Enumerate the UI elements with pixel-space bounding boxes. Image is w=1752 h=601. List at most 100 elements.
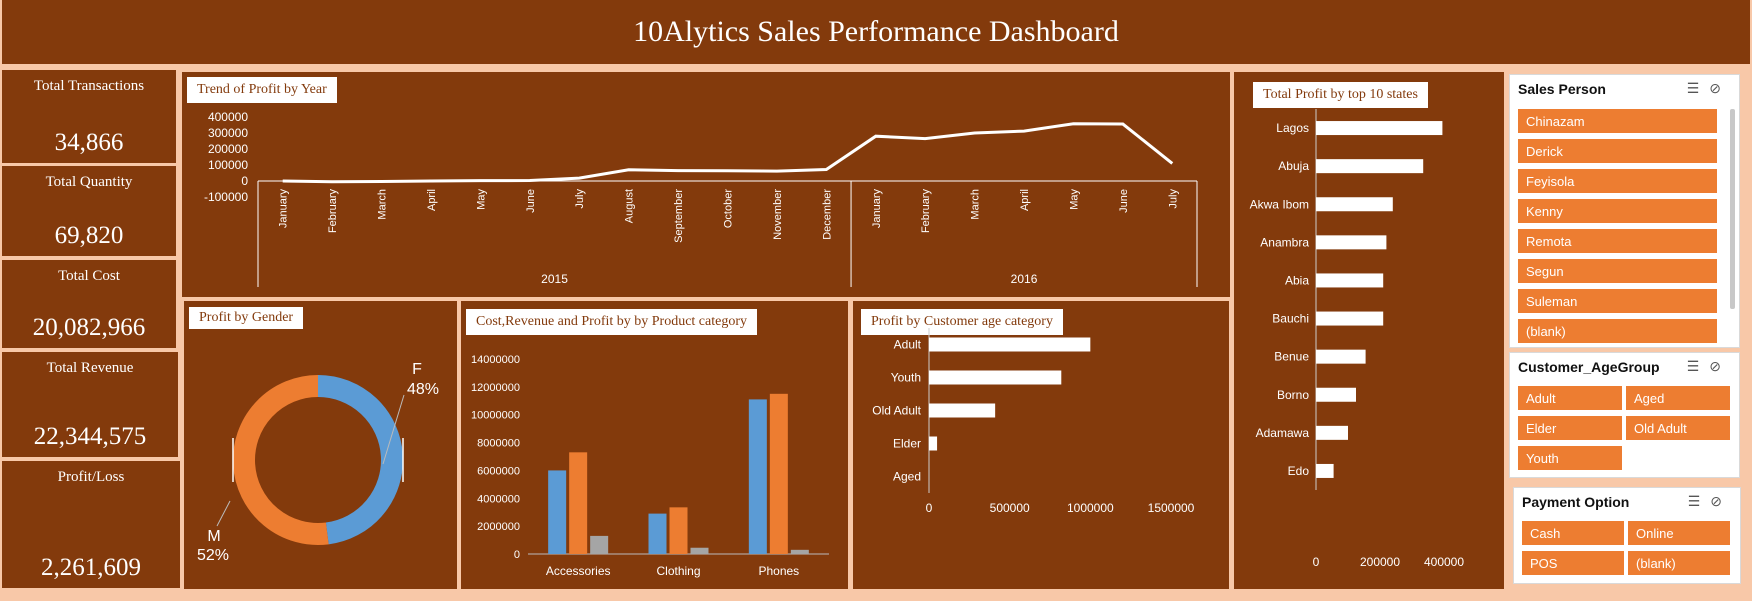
bar: [548, 470, 567, 554]
y-tick-label: Edo: [1288, 464, 1310, 478]
bar: [1316, 197, 1393, 212]
x-tick-label: July: [574, 189, 586, 209]
y-tick-label: 200000: [208, 142, 248, 156]
x-tick-label: November: [772, 189, 784, 240]
bar: [929, 403, 996, 418]
multi-select-icon[interactable]: ☰: [1687, 493, 1711, 509]
x-tick-label: July: [1167, 189, 1179, 209]
x-tick-label: October: [723, 189, 735, 228]
slicer-item[interactable]: Remota: [1518, 229, 1717, 253]
slicer-scrollbar[interactable]: [1730, 109, 1735, 309]
bar: [648, 513, 667, 554]
kpi-label: Profit/Loss: [57, 469, 125, 485]
sales-person-slicer: Sales Person ☰⊘ Chinazam Derick Feyisola Ke…: [1509, 74, 1740, 348]
x-tick-label: May: [1068, 189, 1080, 210]
payment-option-slicer: Payment Option ☰⊘ Cash Online POS (blank): [1513, 487, 1741, 584]
y-tick-label: Youth: [891, 371, 921, 385]
gender-donut-chart: F 48% M 52%: [197, 361, 439, 564]
x-tick-label: 0: [926, 501, 933, 515]
slicer-tools[interactable]: ☰⊘: [1688, 493, 1732, 510]
y-tick-label: Benue: [1274, 350, 1309, 364]
chart-title: Total Profit by top 10 states: [1253, 82, 1428, 108]
x-tick-label: 1000000: [1067, 501, 1114, 515]
x-tick-label: 400000: [1424, 555, 1464, 569]
slicer-item[interactable]: Kenny: [1518, 199, 1717, 223]
clear-filter-icon[interactable]: ⊘: [1709, 358, 1731, 374]
bar: [929, 370, 1062, 385]
bar: [748, 399, 767, 554]
donut-slice: [233, 375, 329, 545]
y-tick-label: 8000000: [477, 438, 520, 450]
y-tick-label: Akwa Ibom: [1250, 197, 1309, 211]
y-tick-label: -100000: [204, 190, 248, 204]
multi-select-icon[interactable]: ☰: [1686, 358, 1710, 374]
slicer-item[interactable]: Adult: [1518, 386, 1622, 410]
kpi-value: 2,261,609: [41, 554, 141, 581]
x-tick-label: 1500000: [1148, 501, 1195, 515]
y-tick-label: Abia: [1285, 273, 1309, 287]
slicer-tools[interactable]: ☰⊘: [1687, 80, 1731, 97]
slicer-item[interactable]: Suleman: [1518, 289, 1717, 313]
slicer-item[interactable]: Segun: [1518, 259, 1717, 283]
slicer-item[interactable]: Feyisola: [1518, 169, 1717, 193]
bar: [1316, 273, 1384, 288]
x-tick-label: September: [673, 189, 685, 243]
slicer-item[interactable]: Cash: [1522, 521, 1624, 545]
x-tick-label: January: [278, 189, 290, 229]
bar: [790, 549, 809, 554]
x-tick-label: 0: [1313, 555, 1320, 569]
slice-percent: 48%: [407, 381, 439, 398]
slicer-item[interactable]: Chinazam: [1518, 109, 1717, 133]
profit-trend-chart: 400000 300000 200000 100000 0 -100000 January F…: [204, 110, 1198, 287]
kpi-label: Total Quantity: [45, 174, 133, 190]
product-category-chart: 14000000 12000000 10000000 8000000 6000000 40…: [471, 354, 829, 578]
y-tick-label: Adamawa: [1256, 426, 1310, 440]
leader-line: [382, 394, 405, 465]
kpi-total-revenue: Total Revenue 22,344,575: [2, 352, 178, 457]
kpi-label: Total Transactions: [33, 78, 145, 94]
x-group-label: 2016: [1011, 272, 1038, 286]
leader-line: [216, 500, 231, 527]
bar: [769, 393, 788, 554]
kpi-total-quantity: Total Quantity 69,820: [2, 166, 176, 256]
slicer-tools[interactable]: ☰⊘: [1687, 358, 1731, 375]
slicer-item[interactable]: Aged: [1626, 386, 1730, 410]
age-category-panel: Profit by Customer age category Adult You…: [853, 301, 1229, 589]
slicer-item[interactable]: Youth: [1518, 446, 1622, 470]
clear-filter-icon[interactable]: ⊘: [1709, 80, 1731, 96]
bar: [1316, 349, 1366, 364]
x-tick-label: March: [377, 189, 389, 220]
slicer-item[interactable]: Online: [1628, 521, 1730, 545]
slicer-title: Payment Option: [1522, 494, 1630, 510]
bar: [1316, 463, 1334, 478]
slicer-item[interactable]: Elder: [1518, 416, 1622, 440]
bar: [669, 507, 688, 554]
bar: [1316, 311, 1384, 326]
kpi-total-cost: Total Cost 20,082,966: [2, 260, 176, 348]
y-tick-label: Adult: [894, 338, 922, 352]
x-tick-label: April: [1019, 189, 1031, 211]
y-tick-label: Abuja: [1278, 159, 1309, 173]
slicer-item[interactable]: Derick: [1518, 139, 1717, 163]
x-tick-label: Accessories: [546, 564, 611, 578]
slicer-item[interactable]: POS: [1522, 551, 1624, 575]
y-tick-label: Anambra: [1260, 235, 1309, 249]
bar: [929, 337, 1091, 352]
bar: [690, 547, 709, 554]
bar: [1316, 121, 1443, 136]
x-tick-label: February: [327, 189, 339, 234]
bar: [1316, 159, 1424, 174]
multi-select-icon[interactable]: ☰: [1686, 80, 1710, 96]
slicer-item[interactable]: Old Adult: [1626, 416, 1730, 440]
kpi-profit-loss: Profit/Loss 2,261,609: [2, 461, 180, 588]
x-tick-label: June: [1118, 189, 1130, 213]
x-tick-label: Phones: [758, 564, 799, 578]
slice-percent: 52%: [197, 547, 229, 564]
slicer-item[interactable]: (blank): [1628, 551, 1730, 575]
product-category-panel: Cost,Revenue and Profit by by Product ca…: [461, 301, 848, 589]
clear-filter-icon[interactable]: ⊘: [1710, 493, 1732, 509]
y-tick-label: Old Adult: [872, 404, 921, 418]
slicer-item[interactable]: (blank): [1518, 319, 1717, 343]
donut-slice: [317, 375, 403, 545]
x-tick-label: April: [426, 189, 438, 211]
